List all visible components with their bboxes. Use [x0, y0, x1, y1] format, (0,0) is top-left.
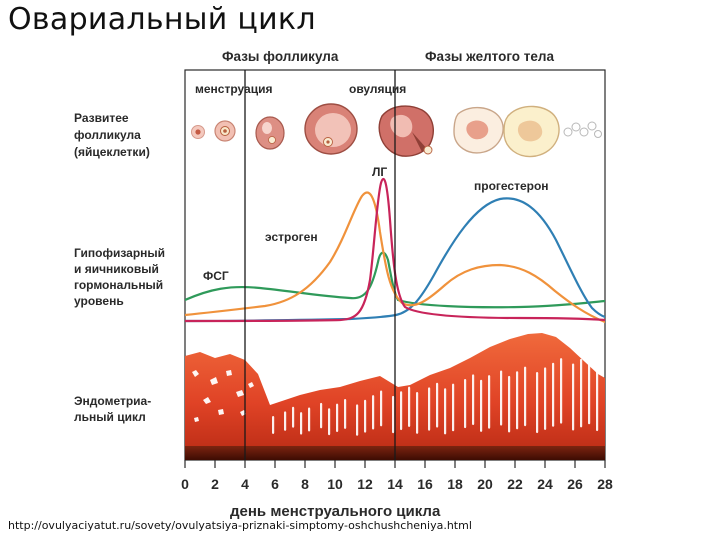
x-tick-label: 20: [477, 476, 493, 492]
endometrium-gland-stripe: [508, 375, 511, 433]
svg-text:Эндометриа-: Эндометриа-: [74, 394, 151, 408]
endometrium-gland-stripe: [356, 404, 359, 436]
x-tick-label: 8: [301, 476, 309, 492]
ovulating-follicle-icon: [378, 105, 434, 157]
endometrium-gland-stripe: [300, 412, 303, 435]
endometrium-gland-stripe: [524, 366, 527, 427]
endometrium-gland-stripe: [308, 407, 311, 432]
endometrium-gland-stripe: [428, 387, 431, 431]
x-tick-label: 6: [271, 476, 279, 492]
phase-luteal-label: Фазы желтого тела: [425, 49, 554, 64]
endometrium-gland-stripe: [292, 406, 295, 428]
x-tick-label: 4: [241, 476, 249, 492]
hormone-curves: [185, 177, 605, 324]
slide-title: Овариальный цикл: [8, 2, 316, 37]
x-tick-label: 14: [387, 476, 403, 492]
progesterone-label: прогестерон: [474, 179, 549, 193]
estrogen-label: эстроген: [265, 230, 318, 244]
x-tick-label: 22: [507, 476, 523, 492]
endometrium-gland-stripe: [284, 411, 287, 431]
endometrium-gland-stripe: [380, 390, 383, 427]
tertiary-follicle-icon: [304, 103, 358, 155]
svg-text:уровень: уровень: [74, 294, 124, 308]
svg-text:гормональный: гормональный: [74, 278, 163, 292]
svg-text:(яйцеклетки): (яйцеклетки): [74, 145, 150, 159]
endometrium-gland-stripe: [464, 378, 467, 429]
x-tick-label: 26: [567, 476, 583, 492]
endometrium-gland-stripe: [408, 386, 411, 427]
endometrium-surface-flecks: [192, 370, 254, 422]
lh-label: ЛГ: [372, 165, 387, 179]
endometrium-gland-stripe: [572, 363, 575, 431]
endometrium-gland-stripe: [364, 399, 367, 433]
svg-text:Гипофизарный: Гипофизарный: [74, 246, 165, 260]
primary-follicle-icon: [214, 120, 236, 142]
estrogen-curve: [185, 191, 605, 324]
corpus-albicans-icon: [563, 121, 602, 138]
fsh-label: ФСГ: [203, 269, 229, 283]
x-tick-label: 24: [537, 476, 553, 492]
row-label-endometrium: Эндометриа- льный цикл: [74, 394, 151, 424]
lh-curve: [185, 177, 605, 323]
endometrium-gland-stripe: [536, 371, 539, 434]
endometrium-gland-stripe: [544, 367, 547, 430]
row-label-follicle: Развитее фолликула (яйцеклетки): [74, 111, 150, 159]
row-label-hormones: Гипофизарный и яичниковый гормональный у…: [74, 246, 165, 308]
endometrium-gland-stripe: [344, 399, 347, 429]
endometrium-gland-stripe: [480, 379, 483, 432]
endometrium-gland-stripe: [416, 392, 419, 434]
endometrium-gland-stripe: [560, 358, 563, 424]
endometrium-glands: [272, 354, 599, 436]
follicle-development-illustrations: [191, 103, 602, 158]
source-url: http://ovulyaciyatut.ru/sovety/ovulyatsi…: [8, 519, 472, 532]
endometrium-gland-stripe: [588, 354, 591, 425]
x-tick-label: 0: [181, 476, 189, 492]
endometrium-gland-stripe: [488, 375, 491, 429]
x-axis-ticks: 0 2 4 6 8 10 12 14 16 18 20 22 24 26 28: [181, 460, 613, 492]
endometrium-gland-stripe: [328, 408, 331, 436]
secondary-follicle-icon: [255, 116, 285, 150]
endometrium-gland-stripe: [436, 382, 439, 428]
endometrium-gland-stripe: [320, 402, 323, 429]
endometrium-gland-stripe: [500, 370, 503, 426]
endometrium-gland-stripe: [580, 358, 583, 428]
primordial-follicle-icon: [191, 125, 205, 139]
svg-text:Развитее: Развитее: [74, 111, 129, 125]
endometrium-gland-stripe: [336, 403, 339, 433]
endometrium-gland-stripe: [372, 395, 375, 430]
endometrium-gland-stripe: [516, 371, 519, 430]
x-axis-label: день менструального цикла: [230, 503, 441, 520]
phase-follicle-label: Фазы фолликула: [222, 49, 339, 64]
svg-text:льный цикл: льный цикл: [74, 410, 146, 424]
menstruation-label: менструация: [195, 82, 272, 96]
svg-text:фолликула: фолликула: [74, 128, 141, 142]
endometrium-gland-stripe: [272, 416, 275, 434]
x-tick-label: 18: [447, 476, 463, 492]
endometrium-gland-stripe: [400, 391, 403, 431]
svg-text:и яичниковый: и яичниковый: [74, 262, 159, 276]
x-tick-label: 2: [211, 476, 219, 492]
corpus-luteum-early-icon: [453, 107, 504, 154]
x-tick-label: 28: [597, 476, 613, 492]
endometrium-gland-stripe: [392, 395, 395, 434]
endometrium-gland-stripe: [472, 374, 475, 426]
ovulation-label: овуляция: [349, 82, 406, 96]
endometrium-gland-stripe: [596, 359, 599, 432]
x-tick-label: 12: [357, 476, 373, 492]
endometrium-gland-stripe: [444, 388, 447, 435]
endometrium-gland-stripe: [552, 362, 555, 427]
corpus-luteum-mature-icon: [503, 105, 560, 158]
x-tick-label: 16: [417, 476, 433, 492]
endometrium-gland-stripe: [452, 383, 455, 432]
x-tick-label: 10: [327, 476, 343, 492]
